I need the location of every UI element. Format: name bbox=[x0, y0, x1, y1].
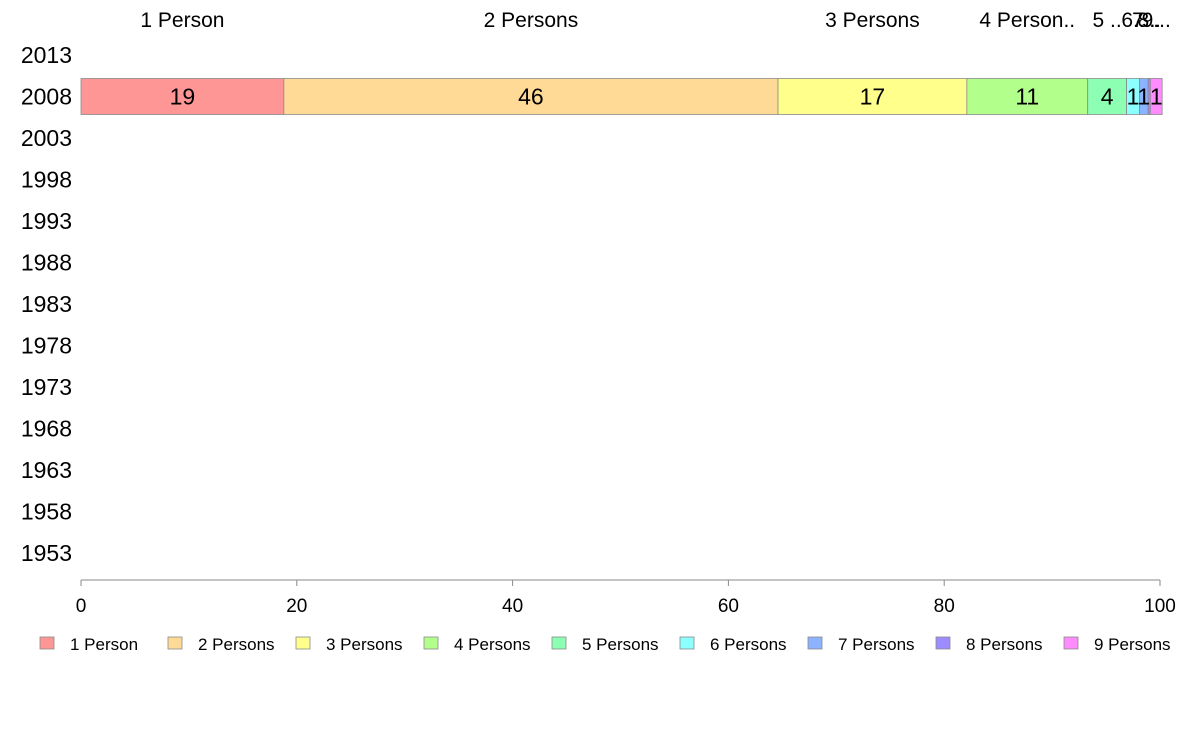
legend: 1 Person 2 Persons 3 Persons 4 Persons 5 Per… bbox=[39, 635, 1171, 654]
legend-item-1-person: 1 Person bbox=[39, 635, 138, 654]
legend-swatch bbox=[423, 636, 439, 650]
bar-2008-2-persons bbox=[283, 78, 779, 115]
data-label-6-persons: 1 bbox=[1127, 84, 1140, 110]
legend-swatch bbox=[551, 636, 567, 650]
data-label-9-persons: 1 bbox=[1150, 84, 1163, 110]
legend-swatch bbox=[39, 636, 55, 650]
year-label-2003: 2003 bbox=[21, 125, 72, 151]
year-label-1993: 1993 bbox=[21, 208, 72, 234]
legend-label: 4 Persons bbox=[454, 635, 531, 654]
x-tick-label-60: 60 bbox=[718, 596, 739, 617]
data-label-1-person: 19 bbox=[170, 84, 196, 110]
year-label-1953: 1953 bbox=[21, 540, 72, 566]
top-category-labels: 1 Person 2 Persons 3 Persons 4 Person.. 5 ..… bbox=[140, 9, 1170, 32]
legend-label: 3 Persons bbox=[326, 635, 403, 654]
legend-label: 1 Person bbox=[70, 635, 138, 654]
top-label-3: 3 Persons bbox=[825, 9, 920, 32]
legend-item-6-persons: 6 Persons bbox=[679, 635, 787, 654]
bar-2008-1-person bbox=[80, 78, 285, 115]
bars-layer bbox=[80, 78, 1163, 115]
year-label-1983: 1983 bbox=[21, 291, 72, 317]
bar-2008-5-persons bbox=[1087, 78, 1127, 115]
data-label-4-persons: 11 bbox=[1015, 84, 1039, 110]
legend-item-2-persons: 2 Persons bbox=[167, 635, 275, 654]
data-label-5-persons: 4 bbox=[1101, 84, 1114, 110]
top-label-2: 2 Persons bbox=[484, 9, 579, 32]
legend-swatch bbox=[1063, 636, 1079, 650]
legend-swatch bbox=[935, 636, 951, 650]
legend-item-3-persons: 3 Persons bbox=[295, 635, 403, 654]
x-tick-label-20: 20 bbox=[286, 596, 307, 617]
year-label-2008: 2008 bbox=[21, 84, 72, 110]
data-label-3-persons: 17 bbox=[860, 84, 886, 110]
top-label-9: 9... bbox=[1142, 9, 1171, 32]
year-label-1958: 1958 bbox=[21, 499, 72, 525]
data-labels-layer: 19 46 17 11 4 11 1 bbox=[170, 84, 1163, 110]
legend-label: 5 Persons bbox=[582, 635, 659, 654]
top-label-7: 7.. bbox=[1132, 9, 1155, 32]
legend-swatch bbox=[807, 636, 823, 650]
x-tick-label-100: 100 bbox=[1144, 596, 1176, 617]
legend-item-9-persons: 9 Persons bbox=[1063, 635, 1171, 654]
year-label-1998: 1998 bbox=[21, 167, 72, 193]
legend-item-8-persons: 8 Persons bbox=[935, 635, 1043, 654]
x-tick-label-0: 0 bbox=[76, 596, 87, 617]
legend-label: 2 Persons bbox=[198, 635, 275, 654]
legend-label: 8 Persons bbox=[966, 635, 1043, 654]
year-label-1988: 1988 bbox=[21, 250, 72, 276]
x-tick-label-80: 80 bbox=[934, 596, 955, 617]
legend-item-7-persons: 7 Persons bbox=[807, 635, 915, 654]
top-label-4: 4 Person.. bbox=[979, 9, 1075, 32]
year-label-1963: 1963 bbox=[21, 457, 72, 483]
x-tick-label-40: 40 bbox=[502, 596, 523, 617]
year-label-1978: 1978 bbox=[21, 333, 72, 359]
bar-2008-4-persons bbox=[966, 78, 1089, 115]
legend-swatch bbox=[167, 636, 183, 650]
top-label-8: 8.. bbox=[1138, 9, 1161, 32]
top-label-5: 5 .. bbox=[1093, 9, 1122, 32]
top-label-6: 6.. bbox=[1121, 9, 1144, 32]
year-label-1968: 1968 bbox=[21, 416, 72, 442]
year-label-1973: 1973 bbox=[21, 374, 72, 400]
data-label-2-persons: 46 bbox=[518, 84, 544, 110]
year-axis-labels: 2013 2008 2003 1998 1993 1988 1983 1978 1973 1968… bbox=[21, 42, 72, 566]
legend-swatch bbox=[295, 636, 311, 650]
legend-swatch bbox=[679, 636, 695, 650]
x-axis: 0 20 40 60 80 100 bbox=[76, 579, 1176, 617]
top-label-1: 1 Person bbox=[140, 9, 224, 32]
legend-label: 7 Persons bbox=[838, 635, 915, 654]
data-label-7-persons: 1 bbox=[1137, 84, 1150, 110]
legend-item-5-persons: 5 Persons bbox=[551, 635, 659, 654]
legend-label: 9 Persons bbox=[1094, 635, 1171, 654]
bar-2008-9-persons bbox=[1149, 78, 1163, 115]
bar-2008-3-persons bbox=[777, 78, 968, 115]
legend-label: 6 Persons bbox=[710, 635, 787, 654]
year-label-2013: 2013 bbox=[21, 42, 72, 68]
legend-item-4-persons: 4 Persons bbox=[423, 635, 531, 654]
